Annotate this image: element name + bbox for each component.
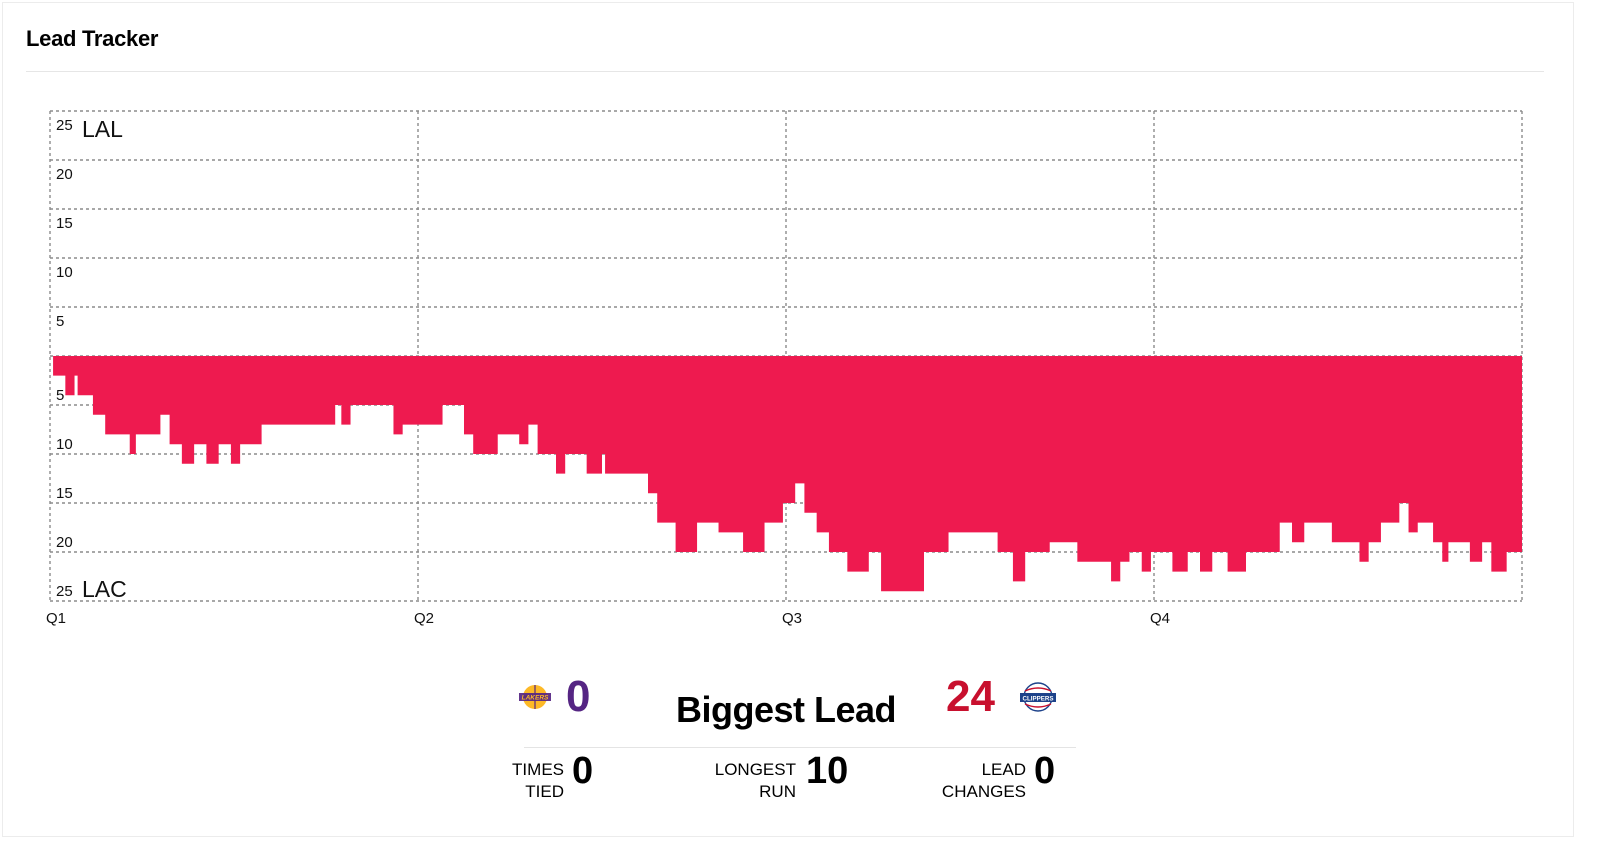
lead-changes-value: 0 [1034, 750, 1056, 792]
biggest-lead-label: Biggest Lead [676, 689, 897, 730]
lead-area-layer [53, 356, 1523, 592]
times-tied-label-line-1: TIMES [512, 760, 564, 779]
x-tick-label-q4: Q4 [1150, 610, 1170, 627]
y-tick-label-bottom: 5 [56, 387, 64, 404]
lakers-logo-text: LAKERS [522, 695, 549, 702]
y-tick-label-top: 10 [56, 264, 73, 281]
longest-run-label-line-1: LONGEST [714, 760, 796, 779]
x-tick-label-q1: Q1 [46, 610, 66, 627]
stats-divider [524, 747, 1076, 748]
lal-biggest-lead: 0 [566, 672, 591, 721]
lead-changes-label-line-2: CHANGES [941, 782, 1026, 801]
y-tick-label-bottom: 20 [56, 534, 73, 551]
y-tick-label-top: 25 [56, 117, 73, 134]
lac-biggest-lead: 24 [946, 672, 995, 721]
longest-run-label: LONGEST RUN [680, 759, 796, 803]
y-tick-label-bottom: 25 [56, 583, 73, 600]
y-tick-label-bottom: 15 [56, 485, 73, 502]
lead-changes-label: LEAD CHANGES [900, 759, 1026, 803]
x-tick-label-q3: Q3 [782, 610, 802, 627]
clippers-logo: CLIPPERS [1020, 682, 1056, 712]
longest-run-label-line-2: RUN [759, 782, 796, 801]
longest-run-value: 10 [806, 750, 849, 792]
y-tick-label-top: 20 [56, 166, 73, 183]
card-title: Lead Tracker [26, 26, 159, 51]
title-divider [26, 71, 1544, 72]
lac-lead-area [53, 356, 1523, 592]
top-team-label: LAL [82, 116, 123, 142]
lead-tracker-chart: 25 20 15 10 5 5 10 15 20 25 Q1 Q2 Q3 Q4 LAL LAC [46, 110, 1523, 627]
lead-changes-label-line-1: LEAD [981, 760, 1026, 779]
clippers-logo-text: CLIPPERS [1023, 695, 1054, 702]
y-tick-label-bottom: 10 [56, 436, 73, 453]
lakers-logo: LAKERS [519, 685, 551, 709]
x-tick-label-q2: Q2 [414, 610, 434, 627]
y-tick-label-top: 15 [56, 215, 73, 232]
chart-ticks: 25 20 15 10 5 5 10 15 20 25 Q1 Q2 Q3 Q4 [46, 117, 1170, 627]
bottom-team-label: LAC [82, 576, 127, 602]
y-tick-label-top: 5 [56, 313, 64, 330]
times-tied-value: 0 [572, 750, 594, 792]
times-tied-label: TIMES TIED [470, 759, 564, 803]
times-tied-label-line-2: TIED [525, 782, 564, 801]
